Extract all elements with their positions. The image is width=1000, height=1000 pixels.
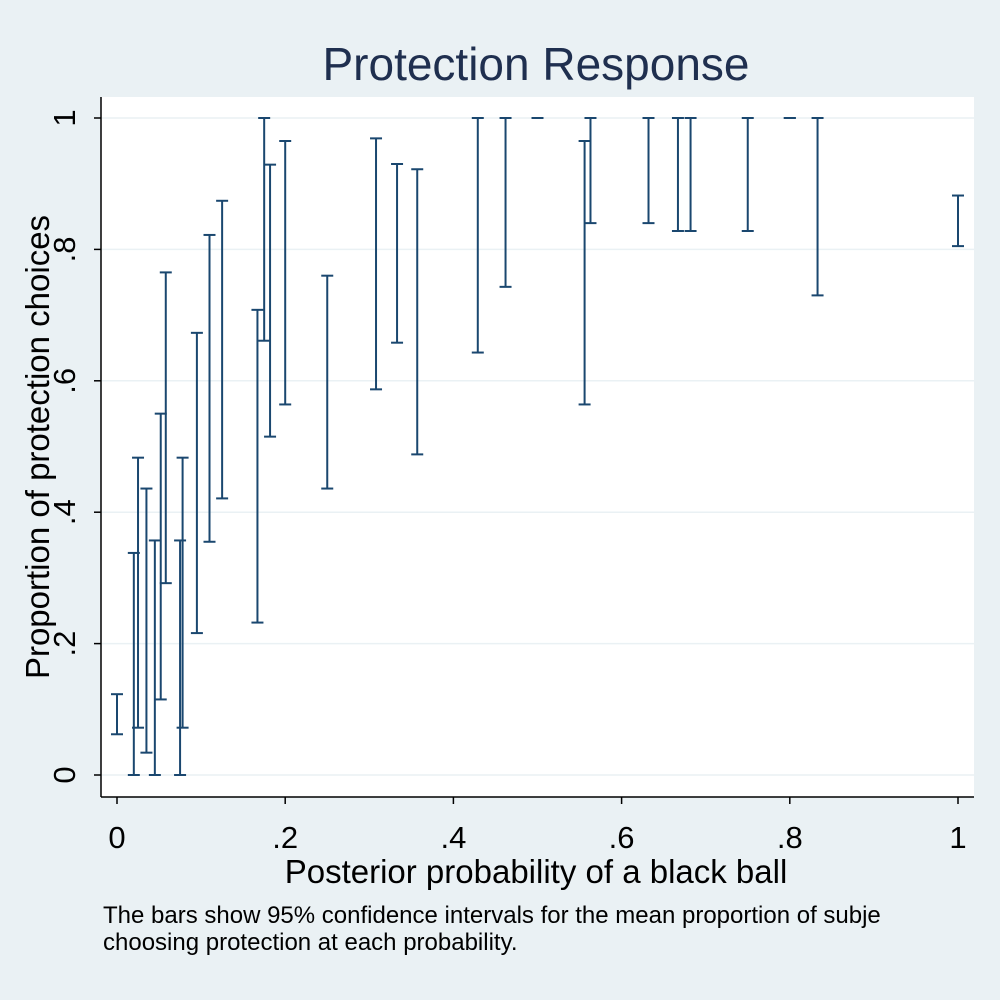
chart-title: Protection Response [322, 38, 749, 90]
ci-bar-4 [148, 539, 161, 776]
ci-bar-0 [111, 693, 123, 736]
ci-bar-9 [190, 331, 203, 635]
ci-bar-20 [471, 117, 484, 354]
plot-area [101, 97, 974, 797]
x-tick-label-4: .8 [777, 820, 803, 855]
y-axis-title: Proportion of protection choices [19, 215, 56, 679]
ci-bar-5 [154, 412, 167, 701]
ci-bar-10 [203, 233, 216, 543]
ci-bar-6 [159, 271, 172, 585]
ci-bar-18 [391, 162, 404, 344]
ci-bar-24 [584, 117, 597, 225]
ci-bar-7 [174, 539, 187, 776]
ci-bar-21 [499, 117, 512, 288]
ci-bar-15 [279, 139, 292, 406]
ci-bar-3 [140, 487, 153, 754]
caption-line-2: choosing protection at each probability. [103, 929, 518, 956]
y-tick-label-2: .4 [47, 499, 82, 525]
y-tick-label-3: .6 [47, 368, 82, 394]
ci-bar-28 [741, 117, 754, 233]
ci-bar-31 [952, 194, 964, 248]
caption-line-1: The bars show 95% confidence intervals f… [103, 902, 881, 929]
ci-bar-19 [411, 168, 424, 456]
ci-bar-2 [132, 456, 145, 729]
ci-bar-17 [370, 137, 383, 391]
ci-bar-11 [216, 199, 229, 500]
ci-bar-14 [264, 163, 277, 438]
ci-bar-16 [321, 274, 334, 490]
x-tick-label-2: .4 [440, 820, 466, 855]
y-tick-label-0: 0 [47, 766, 82, 783]
x-tick-label-1: .2 [272, 820, 298, 855]
caption-note: The bars show 95% confidence intervals f… [103, 902, 1000, 956]
ci-bar-30 [811, 117, 824, 297]
y-tick-label-1: .2 [47, 631, 82, 657]
confidence-intervals [111, 117, 964, 776]
y-tick-label-4: .8 [47, 236, 82, 262]
y-tick-label-5: 1 [47, 109, 82, 126]
ci-bar-27 [684, 117, 697, 233]
ci-bar-23 [578, 139, 591, 406]
x-tick-label-3: .6 [609, 820, 635, 855]
ci-bar-26 [671, 117, 684, 233]
ci-bar-8 [176, 456, 189, 729]
ci-bar-25 [642, 117, 655, 225]
x-axis-title: Posterior probability of a black ball [285, 853, 788, 890]
x-tick-label-0: 0 [108, 820, 125, 855]
ci-bar-13 [258, 117, 271, 342]
x-tick-label-5: 1 [949, 820, 966, 855]
ci-bar-12 [251, 308, 264, 624]
axis-ticks: 0 .2 .4 .6 .8 1 0 .2 .4 .6 .8 1 [47, 109, 967, 855]
